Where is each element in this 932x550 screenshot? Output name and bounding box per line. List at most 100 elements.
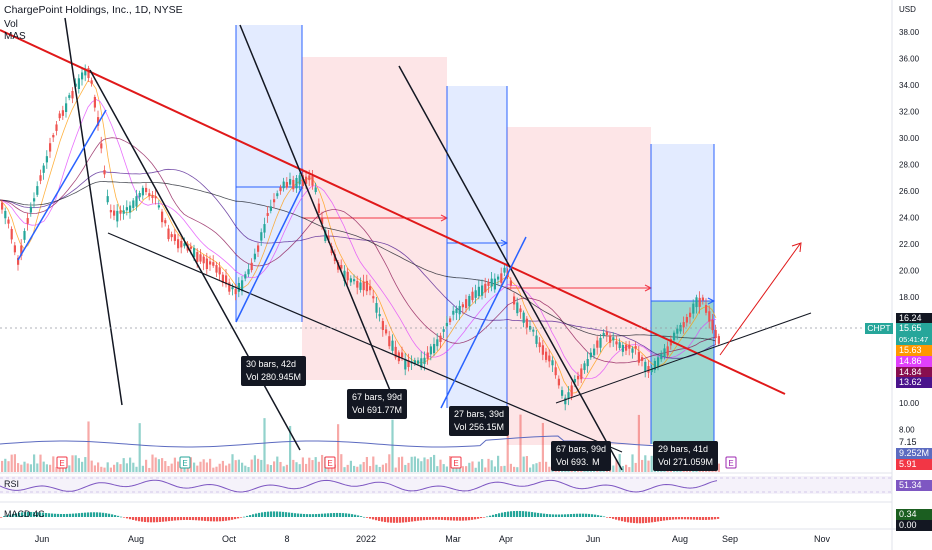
volume-bar (170, 463, 173, 472)
volume-bar (157, 459, 160, 472)
ticker-tag[interactable]: CHPT (865, 323, 893, 334)
range-info-box[interactable]: 27 bars, 39d Vol 256.15M (449, 406, 510, 436)
range-box-blue[interactable] (447, 86, 507, 408)
macd-bar (171, 517, 174, 521)
volume-bar (71, 455, 74, 472)
range-info-box[interactable]: 29 bars, 41d Vol 271.059M (653, 441, 719, 471)
range-info-box[interactable]: 67 bars, 99d Vol 691.77M (347, 389, 408, 419)
black-trendline[interactable] (555, 312, 812, 404)
volume-bar (161, 458, 164, 472)
range-volume-text: Vol 280.945M (246, 372, 302, 382)
macd-bar (51, 513, 54, 517)
moving-average-line (0, 168, 717, 359)
volume-bar (637, 414, 640, 472)
macd-bar (42, 512, 45, 517)
time-axis-label: 2022 (356, 534, 376, 544)
macd-bar (615, 517, 618, 520)
range-box-green[interactable] (651, 301, 714, 444)
macd-bar (93, 512, 96, 517)
earnings-marker[interactable]: E (56, 456, 68, 469)
macd-bar (96, 512, 99, 517)
price-axis-label: 10.00 (899, 399, 920, 408)
candle-body (423, 357, 426, 364)
macd-bar (627, 517, 630, 523)
macd-bar (531, 512, 534, 517)
candle-body (717, 336, 720, 344)
projection-arrow[interactable] (719, 243, 801, 356)
currency-label: USD (899, 5, 916, 14)
volume-bar (221, 460, 224, 472)
moving-average-line (0, 80, 717, 394)
volume-bar (362, 461, 365, 472)
black-trendline[interactable] (239, 24, 397, 406)
volume-bar (301, 457, 304, 472)
blue-trendline[interactable] (17, 109, 107, 261)
black-trendline[interactable] (64, 17, 123, 406)
volume-legend[interactable]: Vol (4, 19, 18, 30)
volume-bar (509, 463, 512, 472)
candle-body (317, 203, 320, 213)
earnings-marker[interactable]: E (179, 456, 191, 469)
volume-bar (305, 463, 308, 472)
black-trendline[interactable] (89, 69, 301, 451)
macd-bar (75, 513, 78, 517)
macd-bar (654, 517, 657, 522)
macd-bar (666, 517, 669, 521)
macd-bar (87, 512, 90, 517)
macd-legend[interactable]: MACD 4C (4, 509, 45, 519)
volume-bar (106, 462, 109, 472)
earnings-marker[interactable]: E (725, 456, 737, 469)
earnings-marker[interactable]: E (450, 456, 462, 469)
volume-bar (394, 467, 397, 472)
red-trendline[interactable] (0, 29, 786, 395)
symbol-title[interactable]: ChargePoint Holdings, Inc., 1D, NYSE (4, 4, 183, 16)
macd-bar (405, 517, 408, 523)
candle-body (612, 337, 615, 341)
volume-bar (234, 460, 237, 472)
candle-body (465, 299, 468, 309)
macd-bar (138, 517, 141, 522)
candle-body (609, 335, 612, 343)
candles (1, 64, 720, 411)
macd-bar (63, 514, 66, 517)
range-info-box[interactable]: 67 bars, 99d Vol 693. M (551, 441, 612, 471)
ma-legend[interactable]: MAS (4, 31, 26, 42)
volume-bar (461, 466, 464, 472)
macd-bar (642, 517, 645, 524)
rsi-legend[interactable]: RSI (4, 479, 20, 489)
earnings-marker[interactable]: E (324, 456, 336, 469)
candle-body (650, 367, 653, 373)
candle-body (695, 297, 698, 308)
macd-bar (603, 516, 606, 518)
candle-body (58, 113, 61, 119)
candle-body (705, 304, 708, 313)
candle-body (673, 332, 676, 341)
black-trendline[interactable] (107, 232, 623, 453)
candle-body (381, 321, 384, 330)
macd-bar (57, 513, 60, 517)
candle-body (97, 117, 100, 126)
ma-tag: 13.62 (896, 377, 932, 388)
volume-bar (397, 457, 400, 472)
macd-bar (300, 513, 303, 517)
range-info-box[interactable]: 30 bars, 42d Vol 280.945M (241, 356, 307, 386)
macd-bar (471, 517, 474, 520)
candle-body (442, 329, 445, 332)
candle-body (532, 329, 535, 332)
volume-bar (84, 457, 87, 472)
candle-body (519, 308, 522, 313)
range-box-red[interactable] (507, 127, 651, 445)
candle-body (202, 256, 205, 264)
candle-body (71, 90, 74, 99)
volume-bar (442, 464, 445, 472)
blue-trendline[interactable] (235, 186, 303, 323)
range-box-blue[interactable] (236, 25, 302, 187)
candle-body (269, 206, 272, 211)
range-box-blue[interactable] (651, 144, 714, 301)
candle-body (692, 303, 695, 314)
blue-trendline[interactable] (440, 236, 527, 409)
volume-bar (209, 458, 212, 472)
candle-body (493, 278, 496, 290)
candle-body (205, 258, 208, 270)
